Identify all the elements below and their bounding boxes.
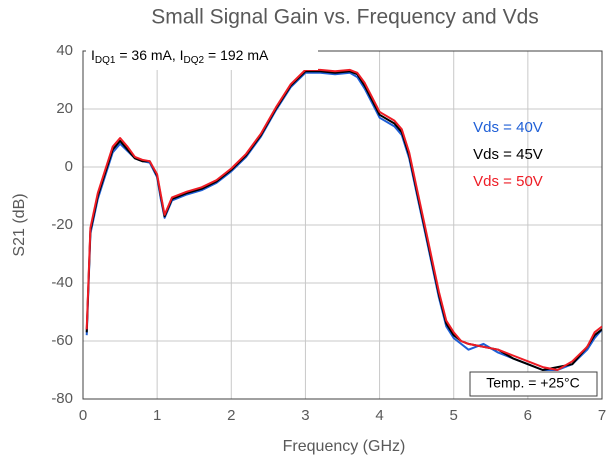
annotation-part: DQ1: [95, 55, 116, 66]
annotation-part: = 192 mA: [204, 47, 269, 63]
y-tick-label: 0: [65, 158, 73, 175]
plot-lines: [85, 68, 602, 371]
annotation-part: I: [91, 47, 95, 63]
legend-entry: Vds = 40V: [473, 119, 543, 136]
annotation-box: [469, 371, 598, 397]
x-axis-label: Frequency (GHz): [283, 438, 406, 455]
annotation-part: DQ2: [184, 55, 205, 66]
y-axis-label: S21 (dB): [11, 193, 28, 256]
series-line: [85, 70, 602, 371]
y-tick-label: -20: [51, 216, 73, 233]
legend-entry: Vds = 45V: [473, 146, 543, 163]
x-tick-label: 2: [227, 407, 235, 424]
y-tick-label: -80: [51, 390, 73, 407]
x-tick-label: 4: [375, 407, 383, 424]
annotation: Temp. = +25°C: [486, 375, 580, 391]
series-line: [85, 71, 602, 371]
y-tick-label: -60: [51, 332, 73, 349]
x-tick-label: 6: [524, 407, 532, 424]
y-tick-label: -40: [51, 274, 73, 291]
series-line: [85, 68, 602, 371]
plot-frame: [82, 50, 603, 400]
chart-title: Small Signal Gain vs. Frequency and Vds: [151, 6, 539, 29]
x-tick-label: 1: [153, 407, 161, 424]
annotation-part: = 36 mA, I: [115, 47, 183, 63]
y-tick-label: 20: [56, 100, 73, 117]
legend-entry: Vds = 50V: [473, 173, 543, 190]
y-tick-label: 40: [56, 42, 73, 59]
annotation: IDQ1 = 36 mA, IDQ2 = 192 mA: [91, 47, 269, 66]
x-tick-label: 5: [450, 407, 458, 424]
annotation-box: [86, 46, 318, 70]
x-tick-label: 7: [598, 407, 606, 424]
x-tick-label: 0: [79, 407, 87, 424]
x-tick-label: 3: [301, 407, 309, 424]
